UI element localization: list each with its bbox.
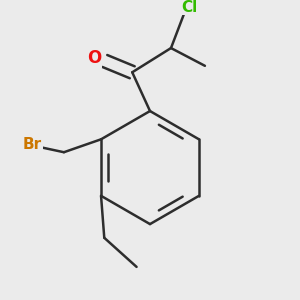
Text: Br: Br bbox=[23, 137, 42, 152]
Text: Cl: Cl bbox=[182, 0, 198, 14]
Text: O: O bbox=[87, 50, 102, 68]
